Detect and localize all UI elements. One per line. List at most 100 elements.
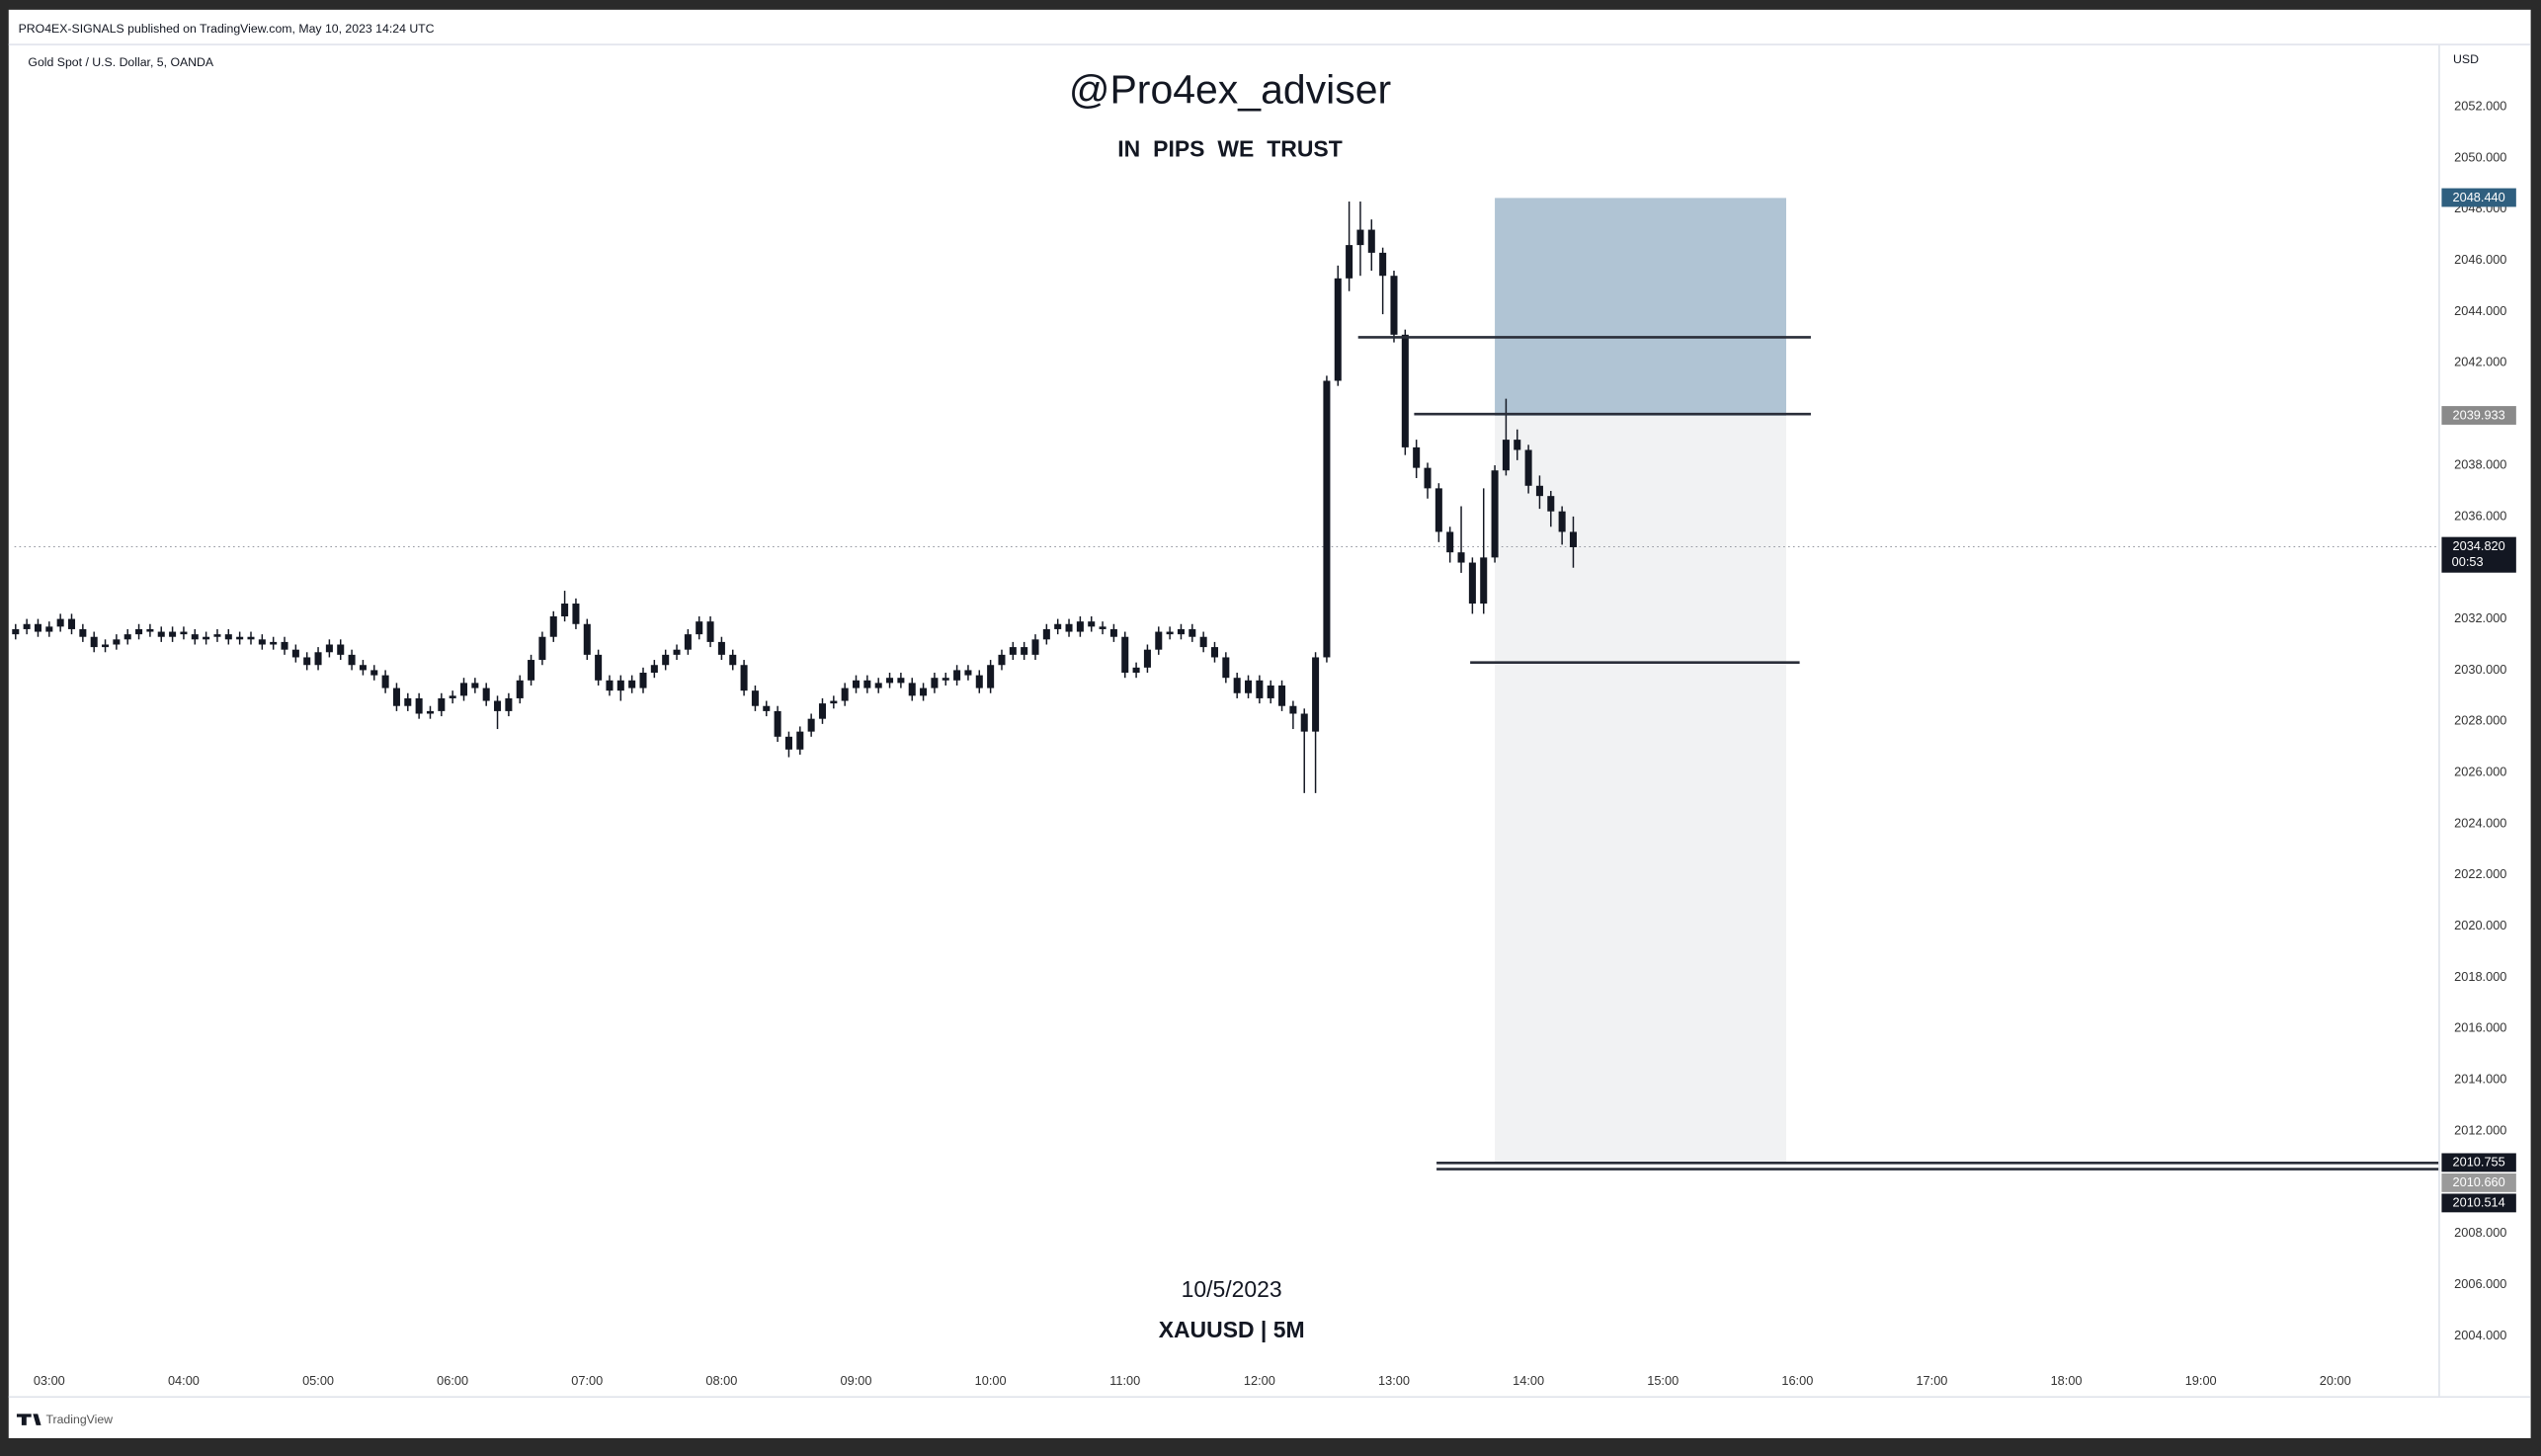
candle-body bbox=[1468, 562, 1476, 605]
y-tick-label: 2028.000 bbox=[2454, 713, 2506, 728]
x-tick-label: 09:00 bbox=[841, 1373, 872, 1388]
candle-body bbox=[1278, 685, 1286, 706]
candle-body bbox=[1334, 278, 1342, 381]
candle-body bbox=[23, 623, 31, 629]
candle-body bbox=[706, 621, 714, 642]
candle-body bbox=[650, 665, 658, 674]
price-label: 2010.660 bbox=[2453, 1174, 2505, 1189]
candle-body bbox=[1256, 680, 1264, 698]
x-tick-label: 04:00 bbox=[168, 1373, 200, 1388]
x-tick-label: 19:00 bbox=[2185, 1373, 2217, 1388]
candle-body bbox=[113, 639, 121, 645]
annotation: XAUUSD | 5M bbox=[1159, 1317, 1305, 1342]
x-tick-label: 05:00 bbox=[302, 1373, 334, 1388]
plot-area: 03:00 04:00 05:00 06:00 07:00 08:00 09:00 10:00… bbox=[12, 98, 2516, 1388]
x-tick-label: 20:00 bbox=[2320, 1373, 2351, 1388]
position-stop-zone bbox=[1495, 415, 1786, 1164]
y-tick-label: 2016.000 bbox=[2454, 1020, 2506, 1035]
candle-body bbox=[908, 683, 916, 696]
candle-body bbox=[1009, 647, 1017, 655]
price-label-box bbox=[2441, 1173, 2516, 1192]
candle-body bbox=[79, 628, 87, 637]
candle-body bbox=[751, 690, 759, 706]
x-tick-label: 13:00 bbox=[1378, 1373, 1410, 1388]
candle-body bbox=[1088, 621, 1096, 627]
candle-body bbox=[505, 697, 513, 711]
candle-body bbox=[1480, 557, 1488, 605]
candle-body bbox=[482, 688, 490, 701]
candle-body bbox=[595, 654, 603, 681]
candle-body bbox=[157, 631, 165, 637]
y-tick-label: 2052.000 bbox=[2454, 98, 2506, 113]
currency: USD bbox=[2453, 52, 2479, 66]
candle-body bbox=[348, 654, 356, 666]
candle-body bbox=[67, 618, 76, 629]
candle-body bbox=[381, 675, 389, 688]
y-tick-label: 2036.000 bbox=[2454, 508, 2506, 523]
y-tick-label: 2006.000 bbox=[2454, 1276, 2506, 1291]
candle-body bbox=[291, 649, 299, 658]
candle-body bbox=[459, 683, 468, 696]
candle-body bbox=[673, 649, 681, 655]
price-label-box bbox=[2441, 1193, 2516, 1213]
candle-body bbox=[729, 654, 737, 666]
candle-body bbox=[516, 680, 524, 698]
y-tick-label: 2032.000 bbox=[2454, 610, 2506, 625]
candle-body bbox=[1245, 680, 1253, 693]
y-tick-label: 2008.000 bbox=[2454, 1225, 2506, 1240]
x-tick-label: 11:00 bbox=[1109, 1373, 1140, 1388]
candle-body bbox=[606, 680, 614, 691]
candle-body bbox=[135, 628, 143, 635]
candle-body bbox=[1076, 621, 1084, 632]
candle-body bbox=[1199, 636, 1207, 648]
candle-body bbox=[1502, 440, 1510, 471]
candle-body bbox=[1535, 485, 1543, 497]
y-tick-label: 2050.000 bbox=[2454, 149, 2506, 164]
candle-body bbox=[886, 678, 894, 684]
price-label-box bbox=[2441, 536, 2516, 573]
candle-body bbox=[1267, 685, 1274, 698]
candle-body bbox=[224, 634, 232, 640]
y-tick-label: 2024.000 bbox=[2454, 815, 2506, 830]
candle-body bbox=[1222, 657, 1230, 679]
candle-body bbox=[1569, 531, 1577, 547]
x-tick-label: 07:00 bbox=[571, 1373, 603, 1388]
candle-body bbox=[90, 636, 98, 648]
candle-body bbox=[1054, 623, 1062, 629]
price-label-box bbox=[2441, 406, 2516, 425]
x-tick-label: 17:00 bbox=[1916, 1373, 1947, 1388]
candle-body bbox=[953, 670, 961, 681]
candle-body bbox=[740, 665, 748, 691]
candle-body bbox=[1312, 657, 1320, 732]
y-tick-label: 2018.000 bbox=[2454, 969, 2506, 984]
candle-body bbox=[561, 604, 569, 616]
candle-body bbox=[863, 680, 871, 688]
candle-body bbox=[404, 697, 412, 706]
candle-body bbox=[213, 634, 221, 637]
candle-body bbox=[763, 705, 771, 711]
candle-body bbox=[1446, 531, 1454, 553]
candle-body bbox=[684, 634, 692, 650]
y-tick-label: 2022.000 bbox=[2454, 866, 2506, 881]
candle-body bbox=[1021, 647, 1028, 655]
candle-body bbox=[146, 628, 154, 632]
position-target-zone bbox=[1495, 198, 1786, 416]
y-tick-label: 2026.000 bbox=[2454, 764, 2506, 778]
candle-body bbox=[303, 657, 311, 666]
candle-body bbox=[920, 688, 928, 696]
candle-body bbox=[942, 678, 949, 681]
y-tick-label: 2020.000 bbox=[2454, 918, 2506, 932]
candle-body bbox=[639, 673, 647, 688]
candle-body bbox=[438, 697, 446, 711]
candle-body bbox=[549, 615, 557, 637]
candle-body bbox=[528, 660, 535, 681]
candle-body bbox=[415, 697, 423, 714]
candle-body bbox=[583, 623, 591, 655]
candle-body bbox=[1558, 511, 1566, 532]
tradingview-logo bbox=[16, 1414, 41, 1425]
annotation: 10/5/2023 bbox=[1182, 1276, 1282, 1302]
chart-title: @Pro4ex_adviser bbox=[1069, 66, 1391, 112]
candle-body bbox=[270, 641, 278, 645]
x-tick-label: 15:00 bbox=[1647, 1373, 1679, 1388]
